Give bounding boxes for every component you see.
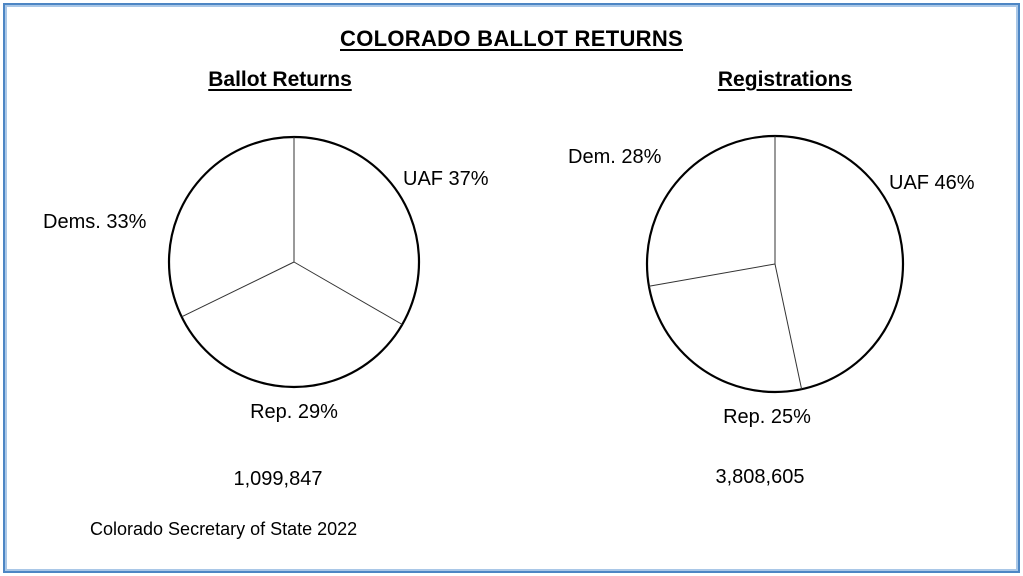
slice-label-rep-ballot-returns: Rep. 29% <box>250 401 338 423</box>
ballot-returns-pie-chart <box>167 135 421 389</box>
slice-label-dems-ballot-returns: Dems. 33% <box>43 211 147 233</box>
ballot-returns-total: 1,099,847 <box>233 468 323 490</box>
registrations-pie-title: Registrations <box>717 68 853 91</box>
registrations-total: 3,808,605 <box>715 466 805 488</box>
slice-label-uaf-registrations: UAF 46% <box>889 172 975 194</box>
ballot-returns-pie-title: Ballot Returns <box>208 68 352 91</box>
page-title: COLORADO BALLOT RETURNS <box>340 26 683 51</box>
slice-label-uaf-ballot-returns: UAF 37% <box>403 168 489 190</box>
slice-label-rep-registrations: Rep. 25% <box>723 406 811 428</box>
registrations-pie-chart <box>645 134 905 394</box>
source-note: Colorado Secretary of State 2022 <box>90 519 358 539</box>
slice-label-dem-registrations: Dem. 28% <box>568 146 662 168</box>
